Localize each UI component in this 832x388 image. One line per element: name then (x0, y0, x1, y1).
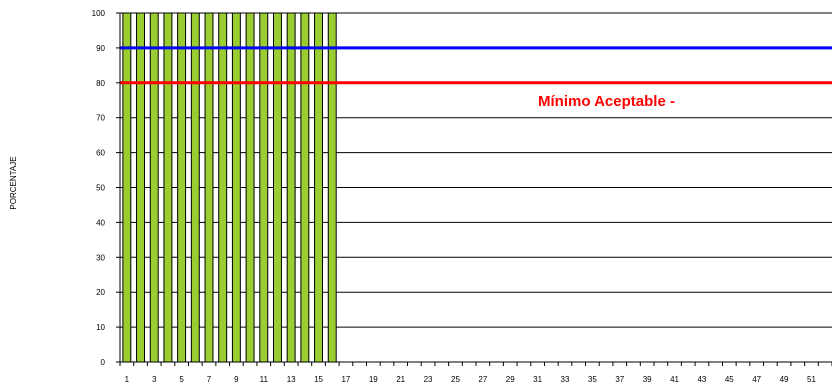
x-tick-label: 33 (561, 375, 570, 384)
x-tick-label: 45 (725, 375, 734, 384)
x-tick-label: 39 (643, 375, 652, 384)
x-tick-label: 27 (478, 375, 487, 384)
y-tick-label: 80 (96, 79, 105, 88)
x-tick-label: 7 (207, 375, 212, 384)
bar (245, 12, 255, 363)
x-tick-label: 1 (125, 375, 130, 384)
x-tick-label: 37 (615, 375, 624, 384)
y-axis-label: PORCENTAJE (9, 156, 18, 209)
x-tick-label: 23 (424, 375, 433, 384)
bar (190, 12, 200, 363)
x-tick-label: 17 (341, 375, 350, 384)
x-tick-label: 35 (588, 375, 597, 384)
y-tick-label: 10 (96, 323, 105, 332)
bar (163, 12, 173, 363)
x-tick-label: 15 (314, 375, 323, 384)
x-tick-label: 25 (451, 375, 460, 384)
x-tick-label: 5 (179, 375, 184, 384)
x-tick-label: 13 (287, 375, 296, 384)
y-tick-label: 30 (96, 253, 105, 262)
x-tick-labels: 1 3 5 7 9 11 13 15 17 19 21 23 25 27 29 31 33 35 37 39 41 43 4… (125, 375, 817, 384)
x-tick-label: 41 (670, 375, 679, 384)
y-tick-label: 100 (92, 9, 106, 18)
y-tick-label: 60 (96, 149, 105, 158)
bar (314, 12, 324, 363)
bar (122, 12, 132, 363)
x-tick-label: 19 (369, 375, 378, 384)
bar (286, 12, 296, 363)
minimum-acceptable-label: Mínimo Aceptable - (538, 93, 675, 110)
bar (272, 12, 282, 363)
reference-lines (120, 46, 832, 85)
bar (231, 12, 241, 363)
y-tick-labels: 0 10 20 30 40 50 60 70 80 90 100 (92, 9, 106, 367)
y-tick-label: 20 (96, 288, 105, 297)
bar (136, 12, 146, 363)
x-tick-label: 3 (152, 375, 157, 384)
x-tick-label: 51 (807, 375, 816, 384)
bar (204, 12, 214, 363)
bar (177, 12, 187, 363)
x-tick-label: 9 (234, 375, 239, 384)
y-tick-label: 50 (96, 184, 105, 193)
x-tick-label: 49 (780, 375, 789, 384)
y-tick-label: 0 (101, 358, 106, 367)
axes (116, 12, 832, 366)
bar (327, 12, 337, 363)
bar (218, 12, 228, 363)
x-tick-label: 29 (506, 375, 515, 384)
x-tick-label: 31 (533, 375, 542, 384)
y-tick-label: 90 (96, 44, 105, 53)
x-tick-label: 43 (697, 375, 706, 384)
x-tick-label: 21 (396, 375, 405, 384)
y-tick-label: 70 (96, 114, 105, 123)
bar (259, 12, 269, 363)
x-tick-label: 47 (752, 375, 761, 384)
bar (300, 12, 310, 363)
x-tick-label: 11 (260, 375, 269, 384)
y-tick-label: 40 (96, 218, 105, 227)
bar (149, 12, 159, 363)
